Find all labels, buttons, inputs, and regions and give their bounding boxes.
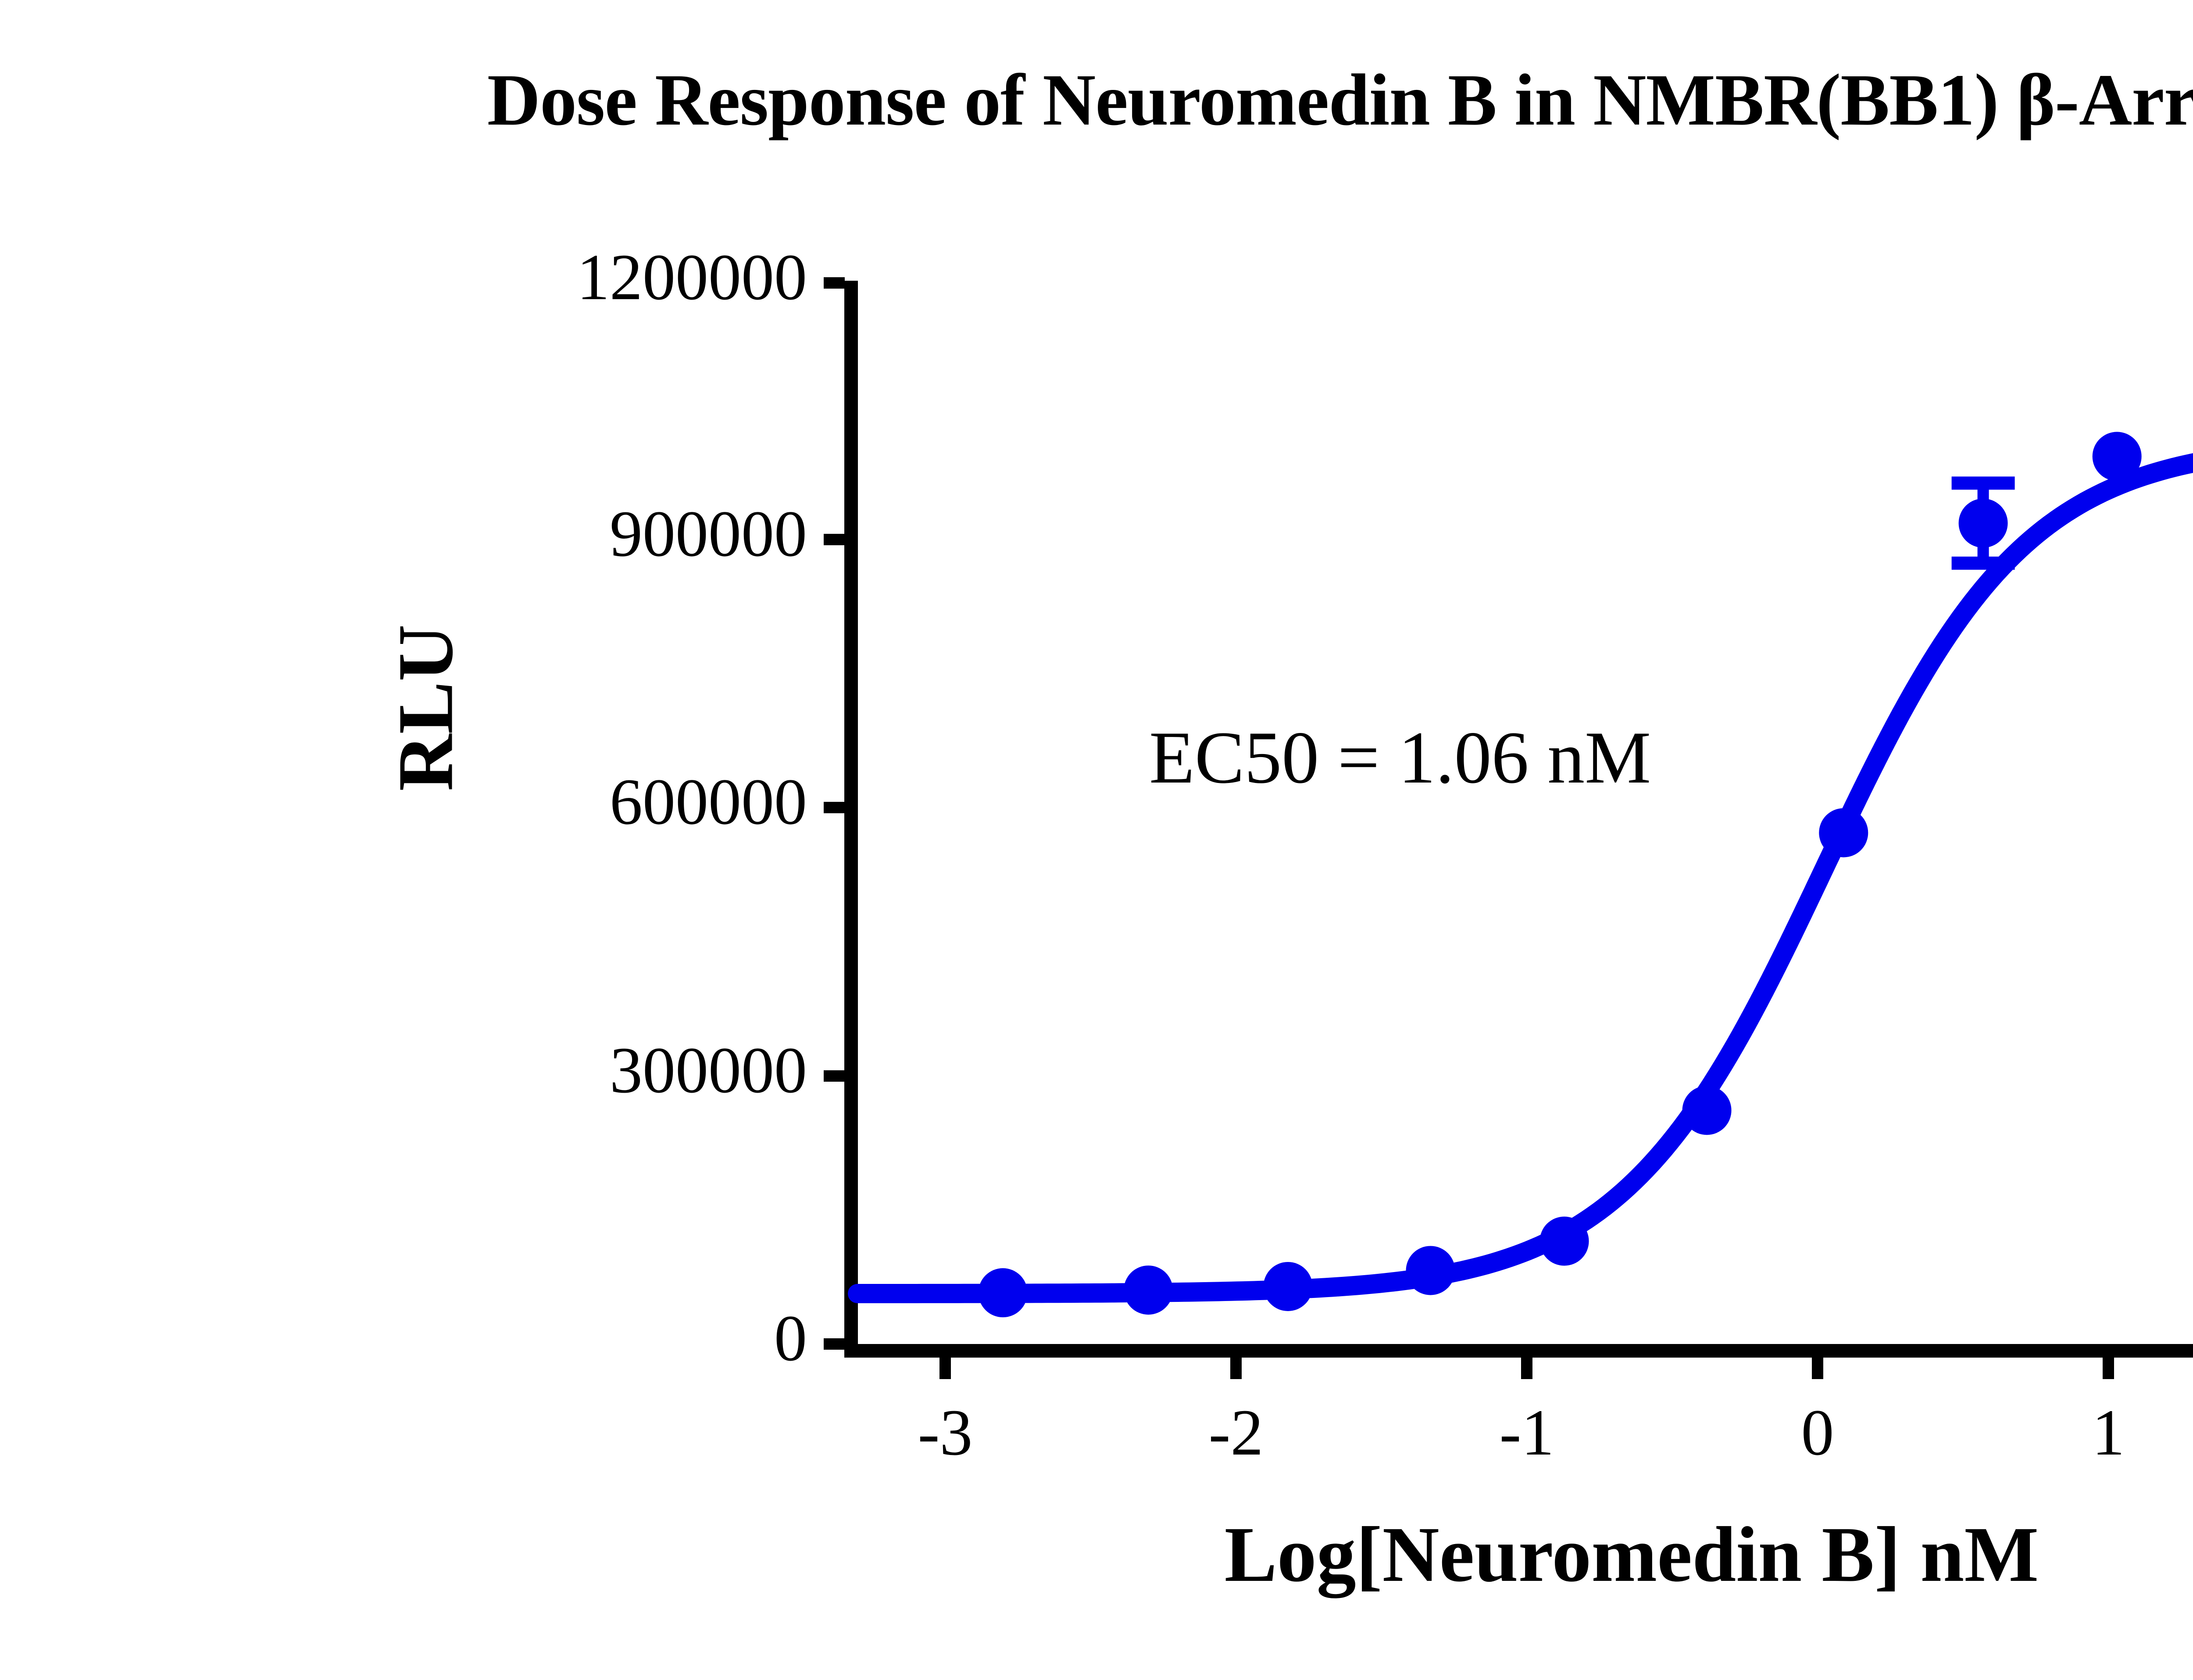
x-tick-mark	[1230, 1356, 1242, 1379]
data-point-marker	[978, 1268, 1028, 1318]
y-tick-mark	[824, 1070, 845, 1082]
data-point-marker	[1406, 1246, 1455, 1295]
y-tick-mark	[824, 1338, 845, 1350]
data-point-marker	[1819, 808, 1868, 858]
y-tick-label: 1200000	[577, 241, 807, 314]
x-tick-label: 1	[2092, 1396, 2125, 1469]
y-tick-label: 300000	[610, 1034, 807, 1107]
y-tick-mark	[824, 534, 845, 545]
data-point-markers	[978, 432, 2142, 1318]
x-axis-line	[844, 1344, 2193, 1358]
x-tick-label: -3	[918, 1396, 973, 1469]
y-tick-mark	[824, 802, 845, 813]
data-point-marker	[1682, 1086, 1732, 1135]
data-point-marker	[1539, 1216, 1589, 1266]
data-point-marker	[2092, 432, 2142, 481]
y-tick-label: 0	[774, 1302, 807, 1375]
y-axis-title: RLU	[382, 624, 469, 791]
data-point-marker	[1958, 498, 2008, 548]
y-tick-mark	[824, 277, 845, 289]
x-tick-mark	[2103, 1356, 2114, 1379]
x-tick-label: -1	[1499, 1396, 1554, 1469]
error-bars	[1951, 476, 2015, 570]
x-tick-mark	[1812, 1356, 1823, 1379]
x-tick-mark	[939, 1356, 951, 1379]
x-tick-mark	[1521, 1356, 1532, 1379]
y-tick-label: 900000	[610, 497, 807, 570]
x-tick-label: -2	[1208, 1396, 1264, 1469]
y-axis-line	[844, 281, 858, 1358]
page-title: Dose Response of Neuromedin B in NMBR(BB…	[487, 59, 2193, 141]
fit-curve	[848, 453, 2193, 1304]
data-point-marker	[1263, 1262, 1313, 1311]
ec50-annotation: EC50 = 1.06 nM	[1149, 716, 1651, 799]
data-point-marker	[1124, 1265, 1173, 1315]
y-tick-label: 600000	[610, 765, 807, 838]
x-axis-title: Log[Neuromedin B] nM	[1224, 1511, 2039, 1598]
x-tick-label: 0	[1801, 1396, 1834, 1469]
